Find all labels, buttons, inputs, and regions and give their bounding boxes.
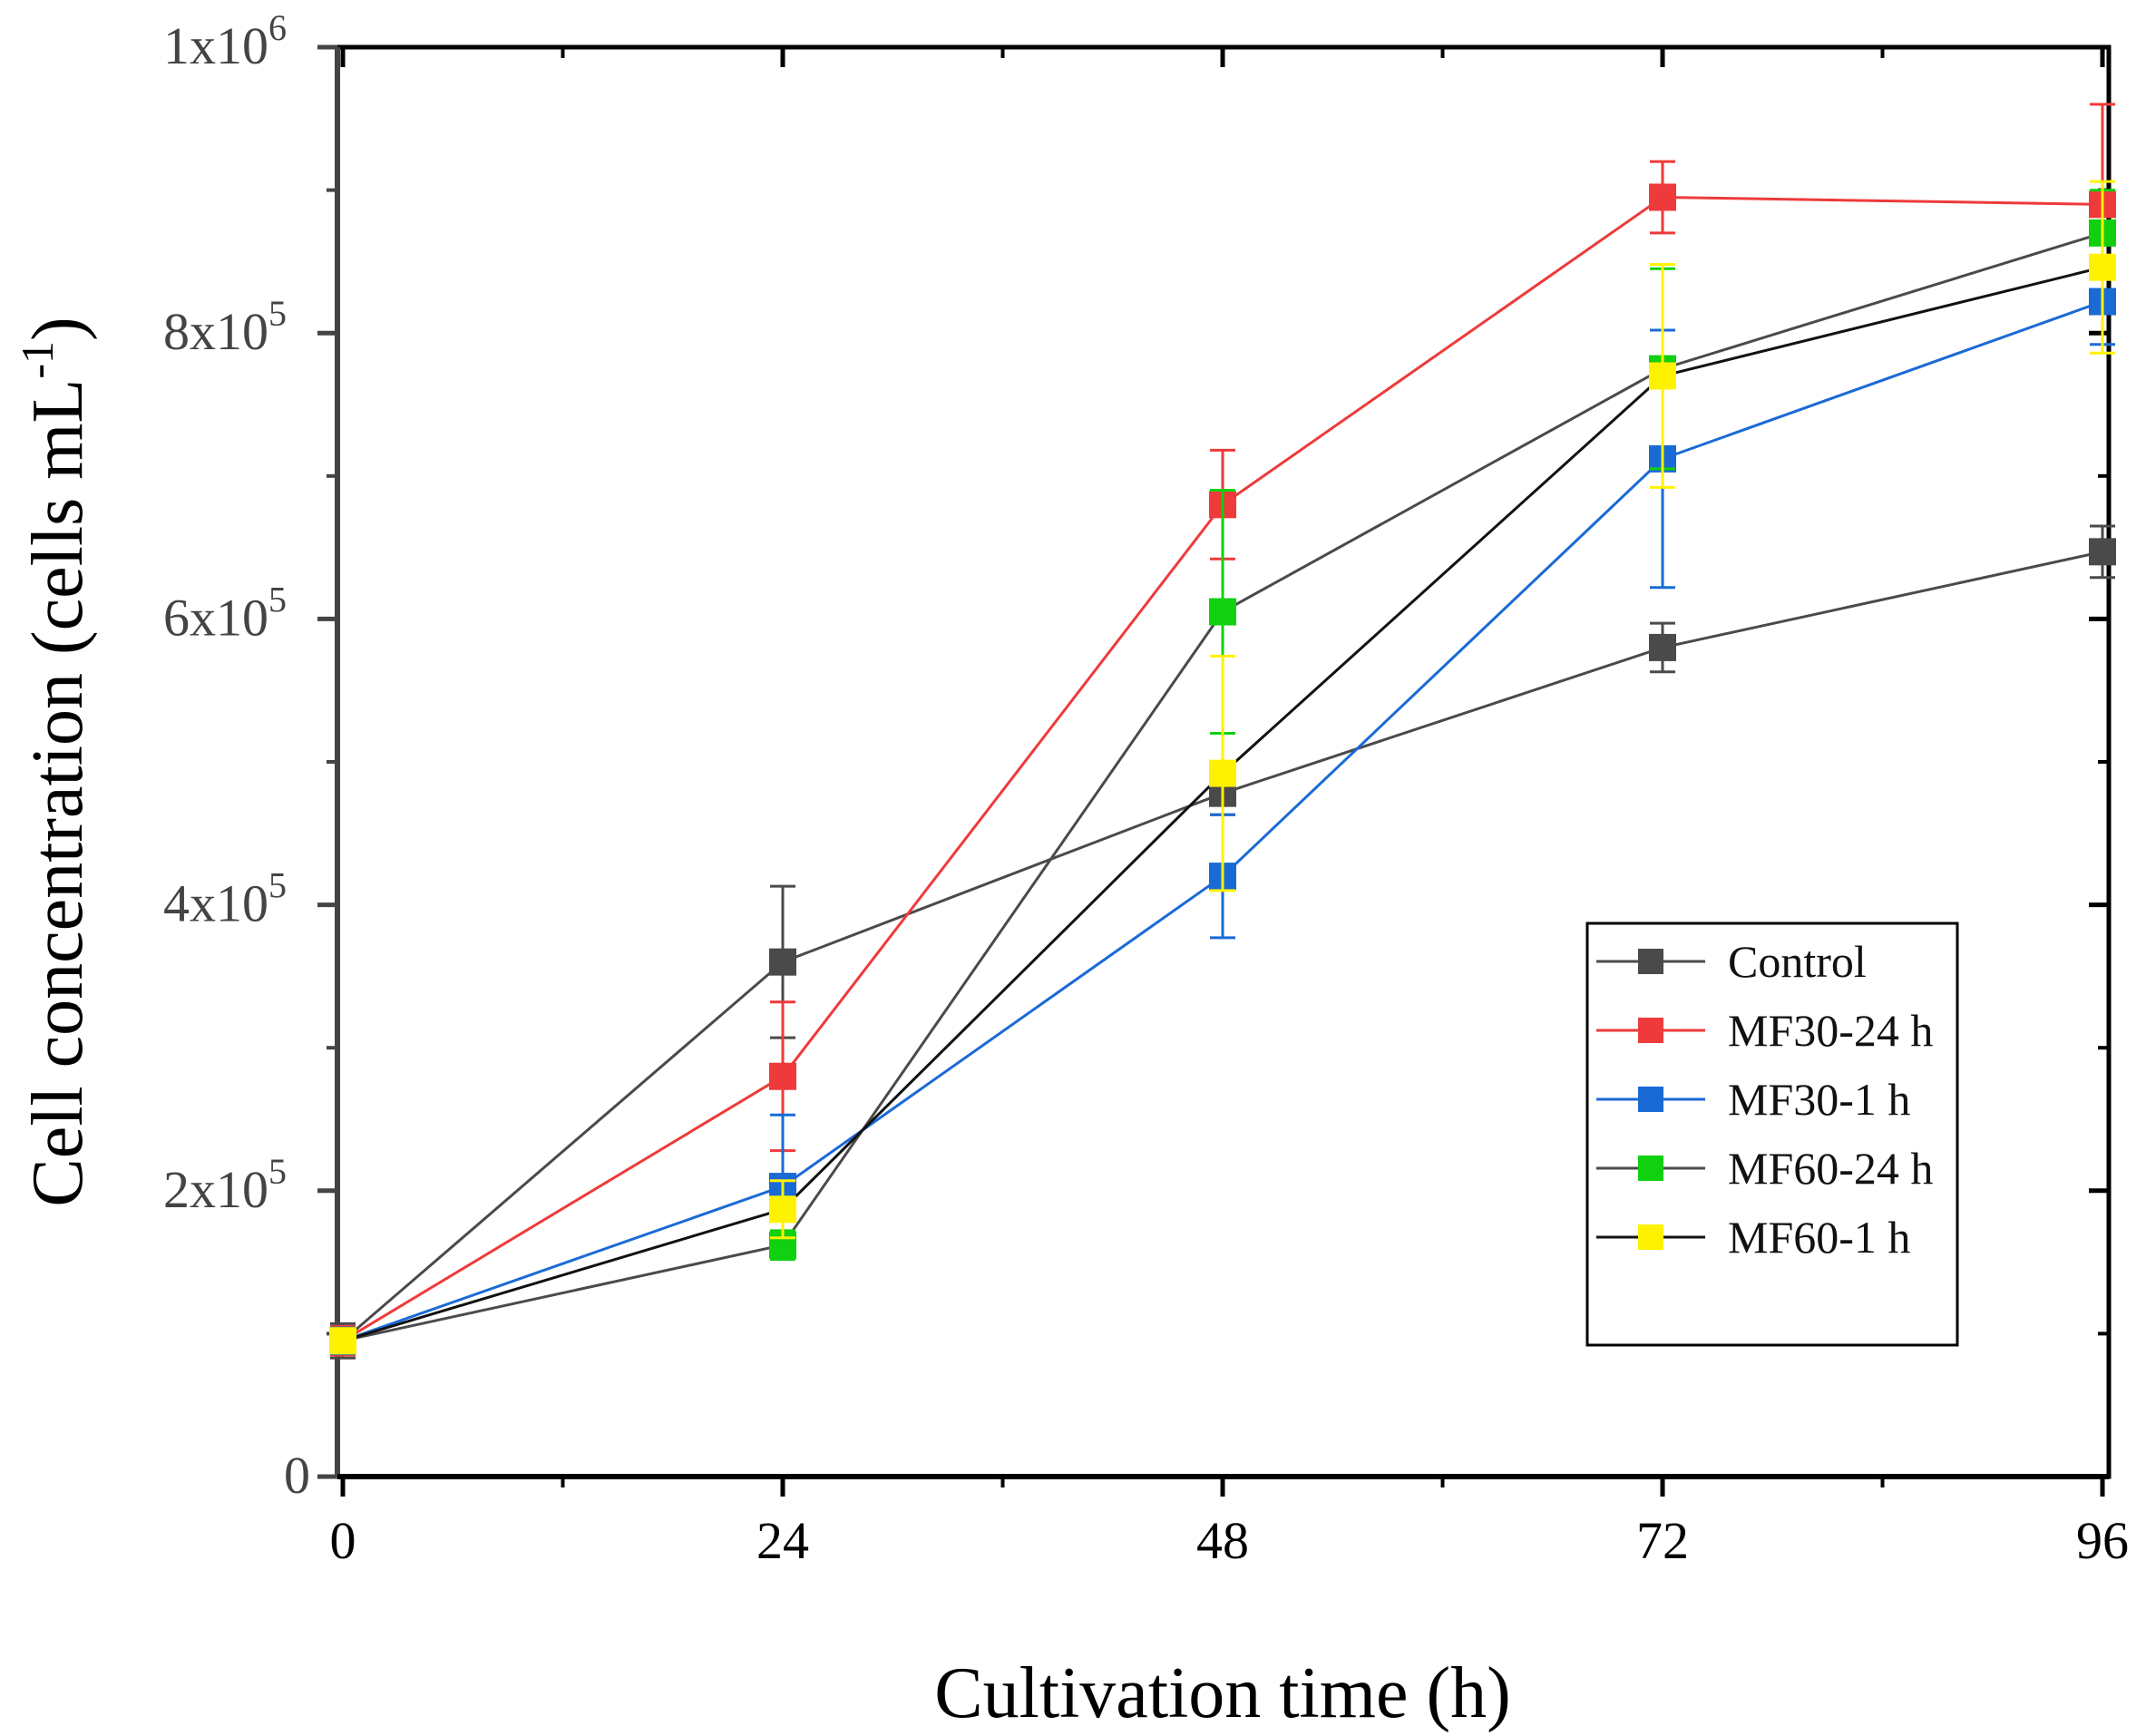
legend-label: MF30-1 h (1728, 1074, 1910, 1125)
y-tick-label: 0 (284, 1446, 310, 1505)
legend-label: MF60-1 h (1728, 1212, 1910, 1263)
y-axis-title-close: ) (18, 317, 98, 341)
data-point (1649, 633, 1676, 661)
x-tick-label: 96 (2076, 1511, 2129, 1570)
y-axis-title-sup: -1 (12, 341, 63, 379)
y-tick-label: 8x105 (163, 293, 287, 361)
x-tick-label: 24 (756, 1511, 809, 1570)
data-point (2089, 253, 2116, 281)
y-tick-label: 4x105 (163, 865, 287, 933)
legend-marker (1638, 1156, 1663, 1181)
legend-label: MF30-24 h (1728, 1005, 1933, 1056)
legend-marker (1638, 1224, 1663, 1250)
y-tick-label-base: 8x10 (163, 302, 268, 361)
y-tick-label: 2x105 (163, 1151, 287, 1219)
y-tick-label-exp: 6 (268, 7, 287, 48)
legend-marker (1638, 949, 1663, 974)
series-layer (329, 102, 2116, 1360)
data-point (769, 1195, 796, 1224)
legend-marker (1638, 1087, 1663, 1112)
x-tick-label: 0 (330, 1511, 356, 1570)
y-axis-title: Cell concentration (cells mL-1) (12, 317, 98, 1206)
y-tick-label-exp: 5 (268, 1151, 287, 1192)
y-tick-label-exp: 5 (268, 865, 287, 906)
legend-marker (1638, 1018, 1663, 1043)
axis-ticks (317, 44, 2109, 1497)
y-axis-title-main: Cell concentration (cells mL (18, 379, 98, 1207)
data-point (1649, 362, 1676, 390)
data-point (1209, 759, 1236, 787)
y-tick-label-exp: 5 (268, 579, 287, 619)
data-point (769, 948, 796, 976)
y-tick-label: 6x105 (163, 579, 287, 647)
y-tick-label: 1x106 (163, 7, 287, 75)
x-tick-label: 48 (1196, 1511, 1249, 1570)
series-mf60-1-h (329, 180, 2116, 1355)
x-tick-label: 72 (1636, 1511, 1689, 1570)
legend-box (1585, 922, 1959, 1347)
y-tick-label-base: 4x10 (163, 874, 268, 933)
y-tick-label-exp: 5 (268, 293, 287, 334)
legend-label: Control (1728, 936, 1867, 987)
legend-label: MF60-24 h (1728, 1143, 1933, 1194)
data-point (1209, 598, 1236, 626)
y-tick-label-base: 6x10 (163, 588, 268, 647)
legend: Control MF30-24 h MF30-1 h MF60-24 h MF60-1 … (1585, 922, 1959, 1347)
x-axis-title: Cultivation time (h) (934, 1653, 1510, 1733)
y-tick-label-base: 1x10 (163, 16, 268, 75)
data-point (2089, 538, 2116, 566)
data-point (1649, 183, 1676, 211)
y-tick-label-base: 2x10 (163, 1160, 268, 1219)
data-point (769, 1062, 796, 1090)
data-point (329, 1327, 356, 1355)
